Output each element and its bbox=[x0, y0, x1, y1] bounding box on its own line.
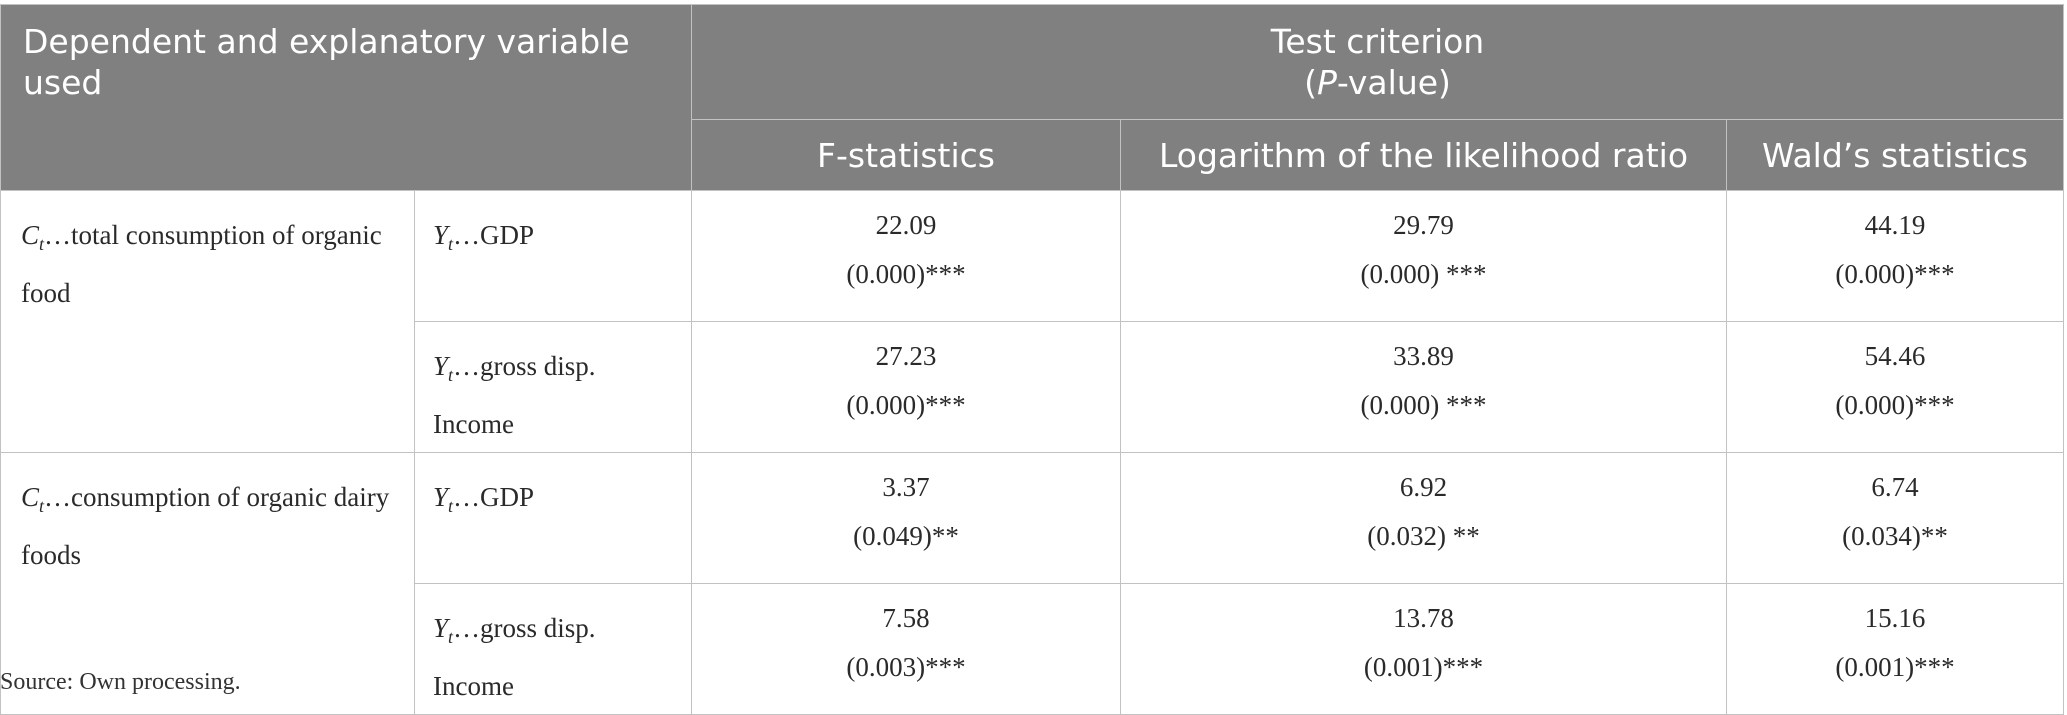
table-row: Yt…gross disp. Income 27.23 (0.000)*** 33.… bbox=[1, 321, 2065, 453]
wald-statistic-cell: 15.16 (0.001)*** bbox=[1725, 583, 2065, 715]
wald-statistic-cell: 54.46 (0.000)*** bbox=[1725, 321, 2065, 453]
results-table: Dependent and explanatory variable used … bbox=[0, 4, 2065, 715]
header-likelihood-ratio: Logarithm of the likelihood ratio bbox=[1120, 119, 1727, 191]
header-criterion-pvalue: (P-value) bbox=[1304, 63, 1451, 102]
dependent-variable-cell: Ct…consumption of organic dairy foods bbox=[0, 452, 415, 715]
header-wald-statistics: Wald’s statistics bbox=[1725, 119, 2065, 191]
table-row: Yt…gross disp. Income 7.58 (0.003)*** 13.7… bbox=[1, 583, 2065, 715]
dependent-variable-cell: Ct…total consumption of organic food bbox=[0, 190, 415, 453]
table-row: Ct…consumption of organic dairy foods Yt… bbox=[0, 452, 2065, 715]
header-criterion-title: Test criterion bbox=[1270, 22, 1485, 61]
likelihood-ratio-cell: 33.89 (0.000) *** bbox=[1120, 321, 1727, 453]
wald-statistic-cell: 6.74 (0.034)** bbox=[1725, 452, 2065, 584]
header-f-statistics: F-statistics bbox=[691, 119, 1121, 191]
f-statistic-cell: 27.23 (0.000)*** bbox=[691, 321, 1121, 453]
f-statistic-cell: 7.58 (0.003)*** bbox=[691, 583, 1121, 715]
explanatory-variable-cell: Yt…GDP bbox=[414, 452, 692, 584]
wald-statistic-cell: 44.19 (0.000)*** bbox=[1725, 190, 2065, 322]
likelihood-ratio-cell: 13.78 (0.001)*** bbox=[1120, 583, 1727, 715]
explanatory-variable-cell: Yt…GDP bbox=[414, 190, 692, 322]
likelihood-ratio-cell: 29.79 (0.000) *** bbox=[1120, 190, 1727, 322]
table-header: Dependent and explanatory variable used … bbox=[0, 4, 2065, 191]
likelihood-ratio-cell: 6.92 (0.032) ** bbox=[1120, 452, 1727, 584]
header-variable-column: Dependent and explanatory variable used bbox=[0, 4, 692, 191]
f-statistic-cell: 3.37 (0.049)** bbox=[691, 452, 1121, 584]
table-body: Ct…total consumption of organic food Yt…… bbox=[0, 190, 2065, 715]
explanatory-variable-cell: Yt…gross disp. Income bbox=[414, 321, 692, 453]
table-source-note: Source: Own processing. bbox=[0, 669, 241, 695]
header-test-criterion: Test criterion (P-value) bbox=[690, 4, 2065, 120]
f-statistic-cell: 22.09 (0.000)*** bbox=[691, 190, 1121, 322]
explanatory-variable-cell: Yt…gross disp. Income bbox=[414, 583, 692, 715]
table-row: Ct…total consumption of organic food Yt…… bbox=[0, 190, 2065, 453]
